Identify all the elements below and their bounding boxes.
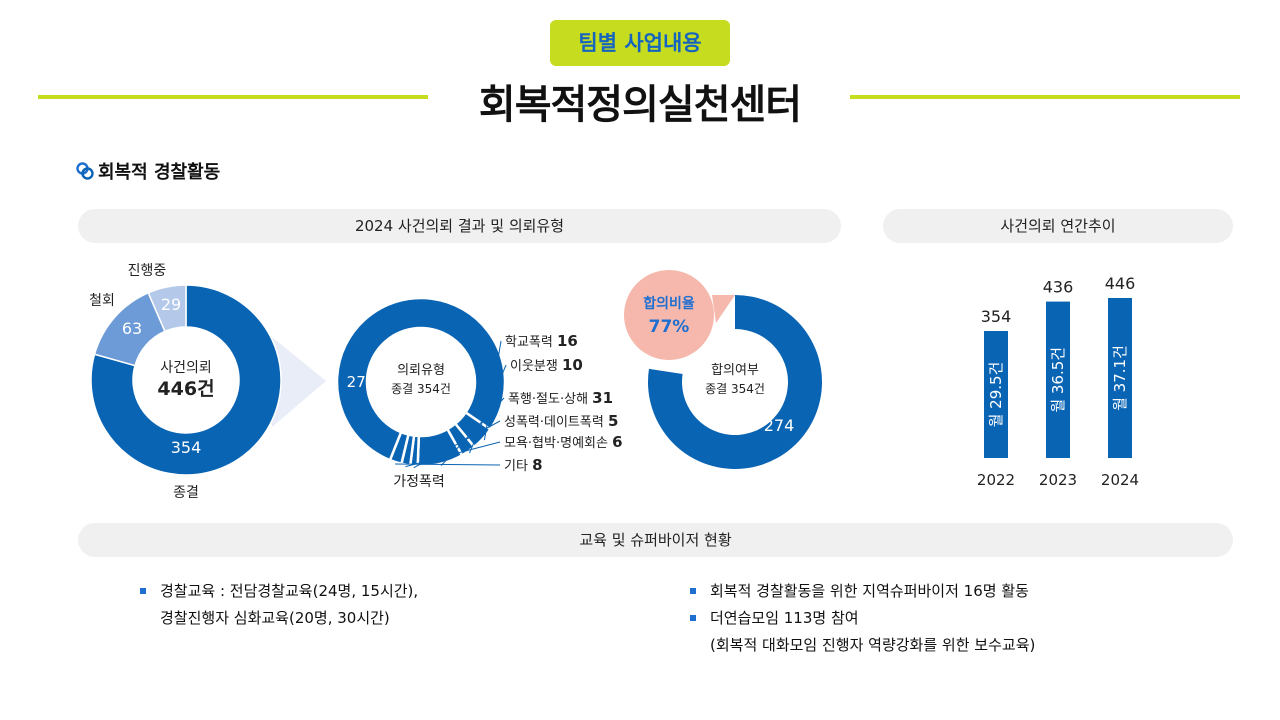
bar-inner-label: 월 37.1건 [1111, 345, 1129, 411]
callout-label: 합의비율 [643, 295, 695, 312]
title-rule-right [850, 95, 1240, 99]
donut-center-sub: 종결 354건 [391, 382, 451, 396]
x-tick-label: 2024 [1101, 471, 1139, 489]
donut-slice [388, 430, 410, 466]
bar-chart-yearly: 354 2022 월 29.5건 436 2023 월 36.5건 446 2024 월 37.… [977, 274, 1139, 489]
section-bullet-icon [76, 162, 94, 180]
section-label: 회복적 경찰활동 [76, 158, 220, 184]
x-tick-label: 2023 [1039, 471, 1077, 489]
title-rule-left [38, 95, 428, 99]
page-title: 회복적정의실천센터 [478, 82, 802, 128]
donut-center-value: 446건 [157, 378, 214, 400]
slice-value-label: 16 [557, 332, 578, 350]
bar [984, 331, 1008, 458]
leader-line [405, 441, 501, 468]
trend-panel-title: 사건의뢰 연간추이 [883, 209, 1233, 243]
category-badge: 팀별 사업내용 [550, 20, 730, 66]
donut-center-label: 합의여부 [711, 363, 759, 378]
bar-value-label: 446 [1105, 274, 1136, 293]
donut-center-label: 의뢰유형 [397, 363, 445, 378]
education-left-list: 경찰교육 : 전담경찰교육(24명, 15시간), 경찰진행자 심화교육(20명… [140, 578, 660, 632]
slice-value-label: 274 [764, 416, 795, 435]
list-item-continuation: (회복적 대화모임 진행자 역량강화를 위한 보수교육) [710, 636, 1036, 654]
bar-value-label: 436 [1043, 278, 1074, 297]
slice-category-label: 진행중 [128, 263, 167, 279]
slice-category-label: 기타 8 [504, 456, 543, 474]
education-right-list: 회복적 경찰활동을 위한 지역슈퍼바이저 16명 활동 더연습모임 113명 참… [690, 578, 1250, 659]
police-edu-line2: 경찰진행자 심화교육(20명, 30시간) [160, 609, 390, 627]
bar-inner-label: 월 29.5건 [987, 362, 1005, 428]
slice-category-label: 폭행·절도·상해 31 [508, 389, 613, 407]
slice-category-label: 학교폭력 16 [505, 332, 578, 350]
slice-value-label: 8 [532, 456, 542, 474]
bar-value-label: 354 [981, 307, 1012, 326]
slice-category-label: 성폭력·데이트폭력 5 [504, 412, 618, 430]
leader-line [413, 420, 501, 469]
slice-value-label: 29 [161, 295, 181, 314]
slice-value-label: 5 [608, 412, 618, 430]
leader-line [469, 364, 507, 454]
slice-value-label: 6 [612, 433, 622, 451]
bar [1046, 301, 1070, 458]
slice-value-label: 278 [347, 373, 376, 391]
donut-center-label: 사건의뢰 [160, 360, 212, 376]
police-edu-line1: 전담경찰교육(24명, 15시간), [229, 582, 419, 600]
police-edu-label: 경찰교육 : [160, 582, 230, 600]
slice-category-label: 이웃분쟁 10 [510, 356, 583, 374]
slice-category-label: 철회 [89, 293, 115, 309]
section-label-text: 회복적 경찰활동 [98, 162, 221, 183]
donut-slice [147, 284, 187, 333]
leader-line [395, 463, 501, 466]
donut-slice [90, 284, 282, 476]
slice-category-label: 종결 [173, 485, 199, 501]
donut-slice [335, 296, 507, 462]
bar-inner-label: 월 36.5건 [1049, 347, 1067, 413]
callout-value: 77% [649, 317, 690, 337]
slice-value-label: 354 [171, 438, 202, 457]
slice-category-label: 가정폭력 [393, 474, 445, 490]
leader-line [483, 340, 502, 441]
connector-arrow [272, 337, 326, 427]
list-item: 경찰교육 : 전담경찰교육(24명, 15시간), [140, 578, 660, 605]
list-item: 회복적 경찰활동을 위한 지역슈퍼바이저 16명 활동 [690, 578, 1250, 605]
results-panel-title: 2024 사건의뢰 결과 및 의뢰유형 [78, 209, 841, 243]
list-item: 더연습모임 113명 참여 [690, 605, 1250, 632]
education-panel-title: 교육 및 슈퍼바이저 현황 [78, 523, 1233, 557]
bar [1108, 298, 1132, 458]
donut-slice [647, 295, 822, 469]
callout-bubble [624, 270, 714, 360]
donut-chart-types: 278 가정폭력 학교폭력 16 이웃분쟁 10 폭행·절도·상해 31 성폭력·데이트폭… [335, 296, 623, 490]
donut-center-sub: 종결 354건 [705, 382, 765, 396]
list-item-continuation: 경찰진행자 심화교육(20명, 30시간) [140, 605, 660, 632]
x-tick-label: 2022 [977, 471, 1015, 489]
slice-value-label: 63 [122, 319, 142, 338]
slice-value-label: 31 [592, 389, 613, 407]
slice-value-label: 10 [562, 356, 583, 374]
slice-category-label: 모욕·협박·명예회손 6 [504, 433, 623, 451]
callout-tail [712, 295, 735, 323]
